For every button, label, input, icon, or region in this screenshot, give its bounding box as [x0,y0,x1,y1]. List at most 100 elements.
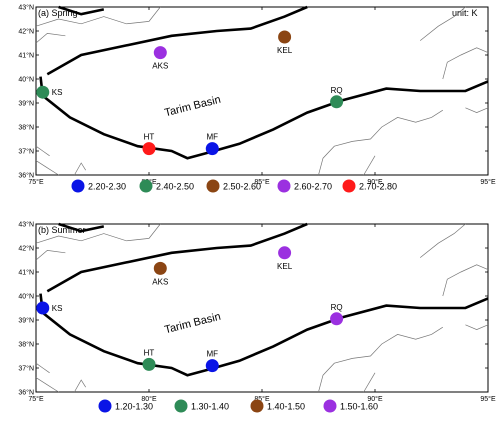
y-tick-label: 36°N [18,172,34,180]
legend-swatch [250,399,264,413]
axis-ticks-spring: 75°E80°E85°E90°E95°E36°N37°N38°N39°N40°N… [18,4,496,187]
y-tick-label: 42°N [18,245,34,253]
station-label-rq: RQ [331,86,343,95]
x-tick-label: 90°E [367,178,383,186]
panel-spring: (a) Spring unit: K 75°E80°E85°E90°E95°E3… [18,4,496,193]
border-line [442,47,489,80]
tianshan-outline [46,222,308,293]
x-tick-label: 75°E [28,395,44,403]
y-tick-label: 42°N [18,28,34,36]
legend-spring: 2.20-2.30 2.40-2.50 2.50-2.60 2.60-2.70 2.70… [71,179,397,193]
border-line [74,162,86,176]
border-line [363,372,376,393]
station-marker-mf [205,359,219,373]
x-tick-label: 85°E [254,178,270,186]
tarim-basin-label-spring: Tarim Basin [163,94,222,120]
legend-label: 1.30-1.40 [191,402,229,412]
station-label-ks: KS [52,304,63,313]
y-tick-label: 38°N [18,341,34,349]
legend-label: 2.50-2.60 [223,182,261,192]
tianshan-outline [46,5,308,76]
station-marker-ks [36,301,50,315]
border-line [35,160,59,176]
station-marker-ht [142,142,156,156]
station-marker-mf [205,142,219,156]
x-tick-label: 95°E [480,395,496,403]
border-line [465,324,489,330]
stations-spring: KS AKS KEL RQ HT MF [36,30,344,156]
panel-title-summer: (b) Summer [38,225,86,235]
station-label-kel: KEL [277,262,293,271]
x-tick-label: 95°E [480,178,496,186]
station-marker-kel [278,30,292,44]
legend-label: 2.70-2.80 [359,182,397,192]
axis-ticks-summer: 75°E 80°E 85°E 90°E 95°E 36°N 37°N 38°N 39°N 40°N… [18,221,496,404]
legend-label: 2.40-2.50 [156,182,194,192]
legend-label: 1.40-1.50 [267,402,305,412]
station-label-kel: KEL [277,46,293,55]
border-line [74,379,86,393]
station-marker-rq [330,312,344,326]
legend-summer: 1.20-1.30 1.30-1.40 1.40-1.50 1.50-1.60 [98,399,378,413]
unit-label: unit: K [452,8,478,18]
y-tick-label: 41°N [18,269,34,277]
border-line [442,264,489,297]
panel-summer: (b) Summer 75°E 80°E 85°E 90°E 95°E 36°N 37°N 3… [18,221,496,413]
border-line [35,145,50,157]
legend-swatch [323,399,337,413]
y-tick-label: 43°N [18,4,34,12]
x-tick-label: 85°E [254,395,270,403]
y-tick-label: 39°N [18,100,34,108]
border-line [419,6,466,41]
station-marker-ht [142,357,156,371]
y-tick-label: 43°N [18,221,34,229]
legend-label: 2.60-2.70 [294,182,332,192]
legend-swatch [206,179,220,193]
station-label-ht: HT [144,133,155,142]
legend-swatch [277,179,291,193]
legend-swatch [342,179,356,193]
tarim-basin-outline-summer [39,293,489,377]
border-line [318,109,443,176]
x-tick-label: 75°E [28,178,44,186]
legend-label: 1.20-1.30 [115,402,153,412]
station-marker-aks [153,261,167,275]
border-line [419,223,466,258]
y-tick-label: 41°N [18,52,34,60]
legend-label: 2.20-2.30 [88,182,126,192]
y-tick-label: 37°N [18,148,34,156]
legend-swatch [98,399,112,413]
tarim-basin-label-summer: Tarim Basin [163,311,222,337]
y-tick-label: 39°N [18,317,34,325]
station-label-aks: AKS [152,62,168,71]
station-marker-kel [278,246,292,260]
y-tick-label: 36°N [18,389,34,397]
x-tick-label: 90°E [367,395,383,403]
border-line [35,250,66,261]
country-borders-spring [35,5,489,176]
station-marker-aks [153,46,167,60]
tianshan-outline-west [58,222,105,233]
border-line [363,155,376,176]
station-marker-rq [330,95,344,109]
x-tick-label: 80°E [141,395,157,403]
legend-swatch [139,179,153,193]
tianshan-outline-west [58,5,105,16]
legend-swatch [71,179,85,193]
panel-title-spring: (a) Spring [38,8,78,18]
stations-summer: KS AKS KEL RQ HT MF [36,246,344,373]
station-label-ks: KS [52,88,63,97]
border-line [465,107,489,113]
border-line [35,223,161,244]
station-label-mf: MF [206,350,218,359]
tarim-basin-outline-spring [39,76,489,160]
legend-swatch [174,399,188,413]
y-tick-label: 37°N [18,365,34,373]
border-line [35,377,59,393]
border-line [35,6,161,27]
country-borders-summer [35,222,489,393]
station-label-ht: HT [144,348,155,357]
border-line [35,33,66,44]
station-label-rq: RQ [331,303,343,312]
